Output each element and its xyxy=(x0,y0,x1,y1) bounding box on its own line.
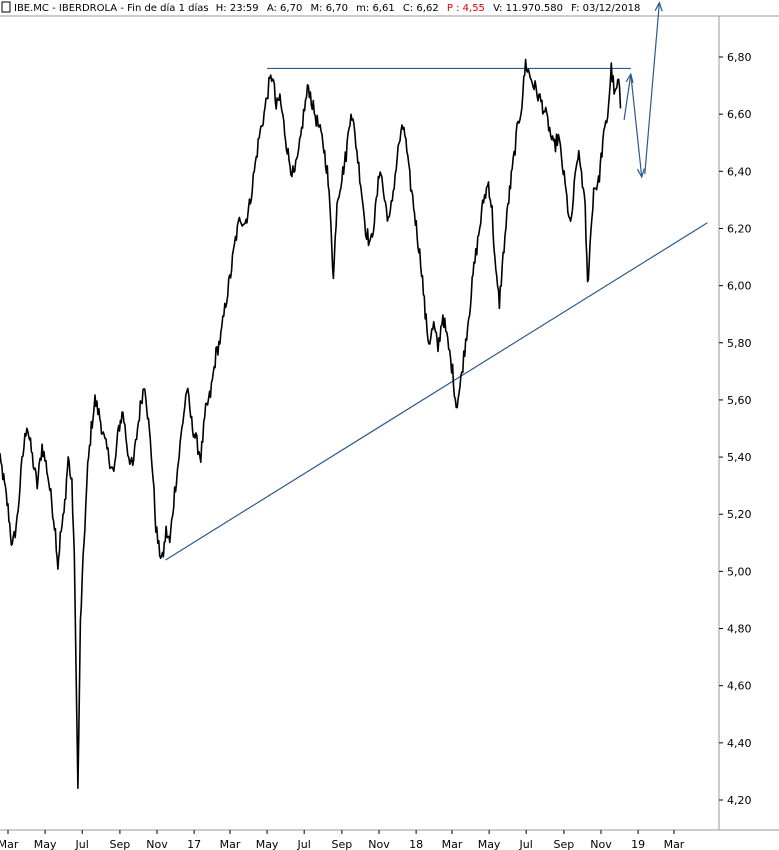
y-tick-label: 6,60 xyxy=(727,108,752,121)
support-trendline xyxy=(165,222,708,561)
header-period: Fin de día 1 días xyxy=(127,2,208,14)
header-time: H: 23:59 xyxy=(216,3,259,14)
x-tick-label: Mar xyxy=(664,838,685,850)
y-tick-label: 4,40 xyxy=(727,737,752,750)
x-tick-label: Sep xyxy=(554,838,575,850)
plot-frame xyxy=(0,15,779,831)
projection-arrow-down xyxy=(630,74,643,178)
x-tick-label: Mar xyxy=(220,838,241,850)
collapse-square-icon[interactable] xyxy=(1,1,11,13)
x-axis: Mar May Jul Sep Nov 17 Mar May Jul Sep Nov 18 Mar May… xyxy=(0,830,685,850)
header-date: F: 03/12/2018 xyxy=(571,3,640,14)
y-tick-label: 5,40 xyxy=(727,451,752,464)
trend-annotations xyxy=(165,1,708,561)
y-tick-label: 6,80 xyxy=(727,51,752,64)
y-tick-label: 6,00 xyxy=(727,280,752,293)
x-tick-label: Nov xyxy=(590,838,612,850)
chart-header: IBE.MC - IBERDROLA - Fin de día 1 días H… xyxy=(14,2,640,14)
y-tick-label: 5,60 xyxy=(727,394,752,407)
header-separator: - xyxy=(52,3,59,14)
header-high: M: 6,70 xyxy=(311,3,348,14)
x-tick-label: May xyxy=(34,838,57,850)
x-tick-label: Mar xyxy=(0,838,19,850)
x-tick-label: 18 xyxy=(409,838,423,850)
x-tick-label: 19 xyxy=(631,838,645,850)
x-tick-label: May xyxy=(256,838,279,850)
price-series-line xyxy=(0,58,622,790)
header-low: m: 6,61 xyxy=(356,3,395,14)
header-name: IBERDROLA xyxy=(59,3,117,14)
projection-arrowhead xyxy=(654,1,663,12)
x-tick-label: 17 xyxy=(187,838,201,850)
projection-arrow-up xyxy=(623,74,632,120)
header-volume: V: 11.970.580 xyxy=(493,3,563,14)
x-tick-label: Nov xyxy=(368,838,390,850)
x-tick-label: May xyxy=(478,838,501,850)
x-tick-label: Mar xyxy=(442,838,463,850)
y-tick-label: 5,80 xyxy=(727,337,752,350)
y-tick-label: 5,00 xyxy=(727,565,752,578)
x-tick-label: Jul xyxy=(75,838,89,850)
projection-arrow-breakout xyxy=(644,2,660,175)
header-open: A: 6,70 xyxy=(267,3,302,14)
y-tick-label: 4,60 xyxy=(727,680,752,693)
header-pct-change: P : 4,55 xyxy=(447,3,485,14)
x-tick-label: Sep xyxy=(332,838,353,850)
header-symbol: IBE.MC xyxy=(14,3,49,14)
header-separator: - xyxy=(120,3,127,14)
projection-arrowhead xyxy=(636,168,645,179)
y-tick-label: 5,20 xyxy=(727,508,752,521)
x-tick-label: Sep xyxy=(110,838,131,850)
x-tick-label: Jul xyxy=(519,838,533,850)
y-tick-label: 4,80 xyxy=(727,623,752,636)
y-tick-label: 6,20 xyxy=(727,222,752,235)
price-series xyxy=(0,58,622,790)
y-tick-label: 4,20 xyxy=(727,794,752,807)
y-axis: 4,20 4,40 4,60 4,80 5,00 5,20 5,40 5,60 5,80 6,00… xyxy=(719,51,752,807)
x-tick-label: Nov xyxy=(146,838,168,850)
y-tick-label: 6,40 xyxy=(727,165,752,178)
header-close: C: 6,62 xyxy=(403,3,439,14)
x-tick-label: Jul xyxy=(297,838,311,850)
